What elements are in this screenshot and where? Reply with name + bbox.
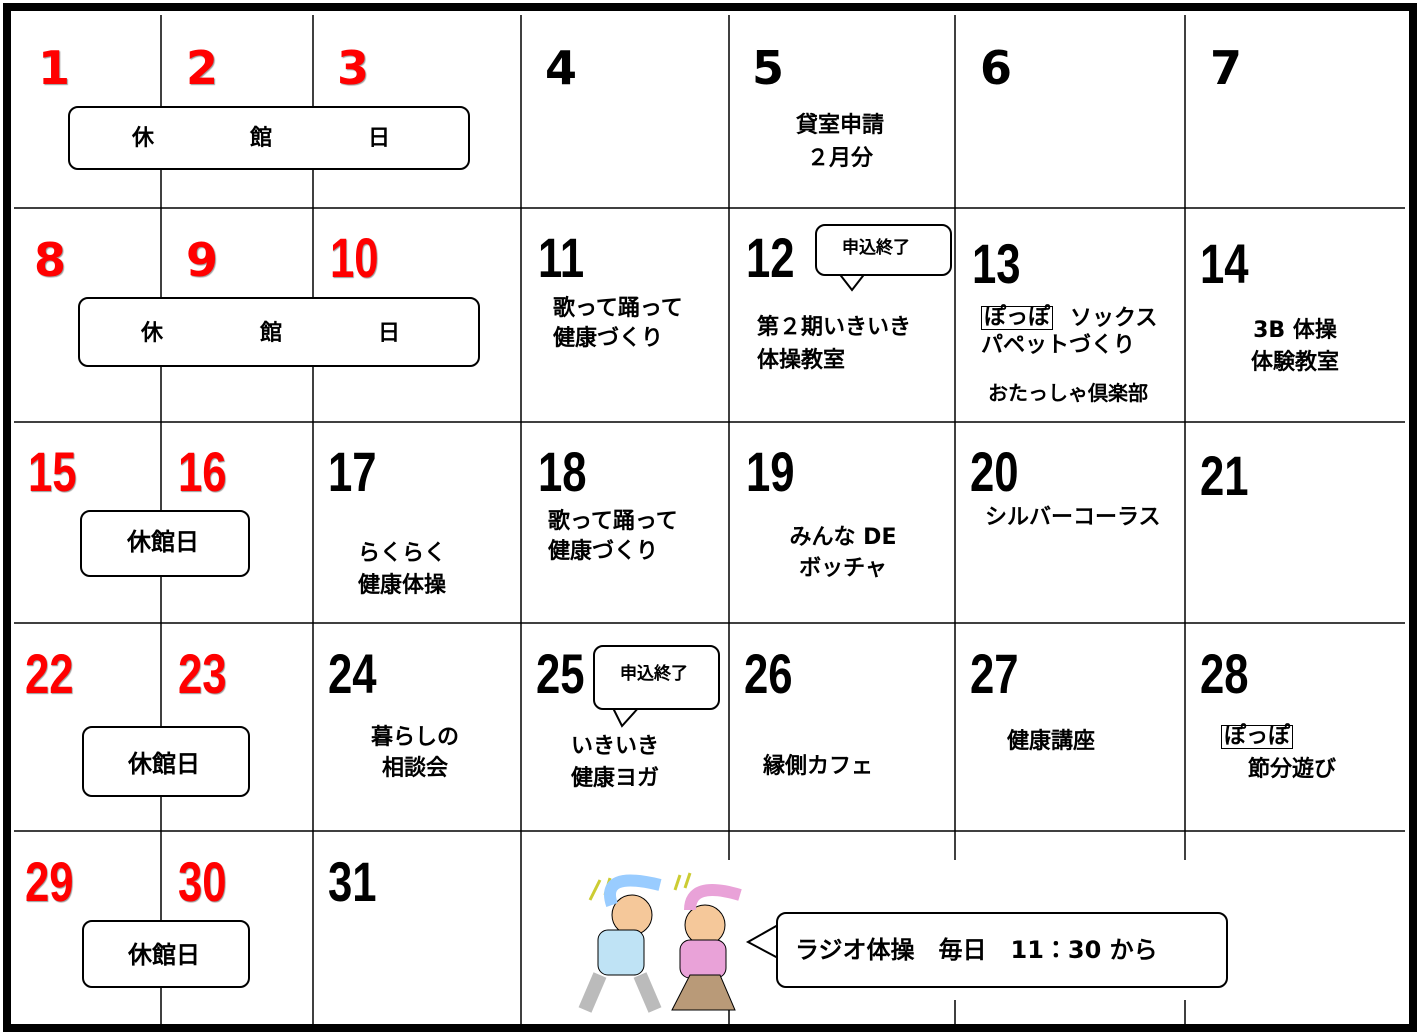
badge-text: 申込終了	[842, 238, 910, 258]
day-number: 27	[970, 642, 1019, 705]
event-text: ボッチャ	[799, 556, 887, 581]
holiday-text: 休	[132, 126, 155, 151]
holiday-text: 休	[141, 321, 164, 346]
event-text: 3B 体操	[1253, 318, 1337, 343]
event-text: 健康講座	[1007, 729, 1096, 754]
event-text: 体験教室	[1250, 350, 1340, 375]
event-text: ２月分	[806, 146, 874, 171]
event-text: 歌って踊って	[553, 296, 683, 321]
day-number: 26	[744, 642, 793, 705]
day-number: 15	[28, 440, 77, 503]
day-number: 14	[1200, 232, 1249, 295]
day-number: 2	[186, 41, 219, 95]
group-tag: ぽっぽ	[1221, 725, 1294, 749]
holiday-box	[80, 510, 250, 577]
event-text: 健康体操	[357, 573, 447, 598]
holiday-text: 日	[368, 126, 391, 151]
holiday-box	[82, 726, 250, 797]
day-number: 19	[746, 440, 795, 503]
group-tag: ぽっぽ	[981, 306, 1054, 330]
day-number: 5	[752, 41, 785, 95]
day-number: 7	[1210, 41, 1243, 95]
day-number: 21	[1200, 444, 1249, 507]
day-number: 20	[970, 440, 1019, 503]
event-text: いきいき	[570, 734, 660, 759]
day-number: 11	[538, 226, 585, 289]
event-text: 相談会	[381, 756, 449, 781]
day-number: 30	[178, 850, 227, 913]
day-number: 22	[25, 642, 74, 705]
day-number: 16	[178, 440, 227, 503]
day-number: 6	[980, 41, 1013, 95]
event-text: 健康づくり	[553, 326, 664, 351]
badge-text: 申込終了	[620, 664, 688, 684]
day-number: 9	[186, 233, 219, 287]
badge-balloon	[593, 645, 720, 710]
day-number: 8	[34, 233, 67, 287]
day-number: 3	[337, 41, 370, 95]
holiday-text: 館	[250, 126, 273, 151]
holiday-text: 休館日	[127, 528, 199, 556]
day-number: 28	[1200, 642, 1249, 705]
exercise-illustration	[578, 872, 742, 1013]
event-text: 体操教室	[757, 348, 846, 373]
event-text: 歌って踊って	[548, 509, 678, 534]
day-number: 29	[25, 850, 74, 913]
event-text: 第２期いきいき	[757, 315, 912, 340]
holiday-text: 休館日	[128, 941, 200, 969]
day-number: 24	[328, 642, 377, 705]
day-number: 31	[328, 850, 377, 913]
day-number: 10	[330, 226, 379, 289]
day-number: 1	[38, 41, 71, 95]
event-text: シルバーコーラス	[985, 505, 1161, 530]
holiday-box	[78, 297, 480, 367]
event-text: みんな DE	[789, 525, 897, 550]
event-text: 貸室申請	[795, 113, 885, 138]
day-number: 23	[178, 642, 227, 705]
event-text: 健康ヨガ	[570, 766, 660, 791]
day-number: 13	[972, 232, 1021, 295]
holiday-box	[82, 920, 250, 988]
event-text: パペットづくり	[981, 333, 1136, 358]
event-text: ソックス	[1070, 306, 1158, 331]
event-text: 健康づくり	[548, 539, 659, 564]
day-number: 12	[746, 226, 795, 289]
event-text: 暮らしの	[370, 725, 460, 750]
event-text: 節分遊び	[1247, 757, 1337, 782]
note-text: ラジオ体操 毎日 11：30 から	[795, 936, 1158, 964]
holiday-text: 休館日	[128, 750, 200, 778]
day-number: 18	[538, 440, 587, 503]
holiday-box	[68, 106, 470, 170]
holiday-text: 館	[260, 321, 283, 346]
event-text: らくらく	[357, 541, 447, 566]
day-number: 4	[545, 41, 578, 95]
note-balloon	[776, 912, 1228, 988]
holiday-text: 日	[378, 321, 401, 346]
day-number: 25	[536, 642, 585, 705]
day-number: 17	[328, 440, 377, 503]
badge-balloon	[815, 224, 952, 276]
event-text: 縁側カフェ	[763, 754, 874, 779]
event-text: おたっしゃ倶楽部	[988, 381, 1148, 405]
